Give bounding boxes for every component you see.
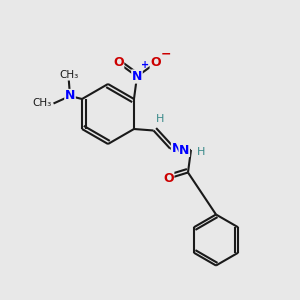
Text: N: N: [179, 143, 190, 157]
Text: H: H: [156, 114, 164, 124]
Text: +: +: [141, 61, 149, 70]
Text: O: O: [113, 56, 124, 70]
Text: N: N: [132, 70, 142, 83]
Text: CH₃: CH₃: [33, 98, 52, 109]
Text: CH₃: CH₃: [59, 70, 78, 80]
Text: N: N: [65, 89, 75, 103]
Text: O: O: [150, 56, 161, 70]
Text: O: O: [163, 172, 174, 185]
Text: H: H: [196, 146, 205, 157]
Text: N: N: [172, 142, 182, 155]
Text: −: −: [161, 48, 172, 61]
